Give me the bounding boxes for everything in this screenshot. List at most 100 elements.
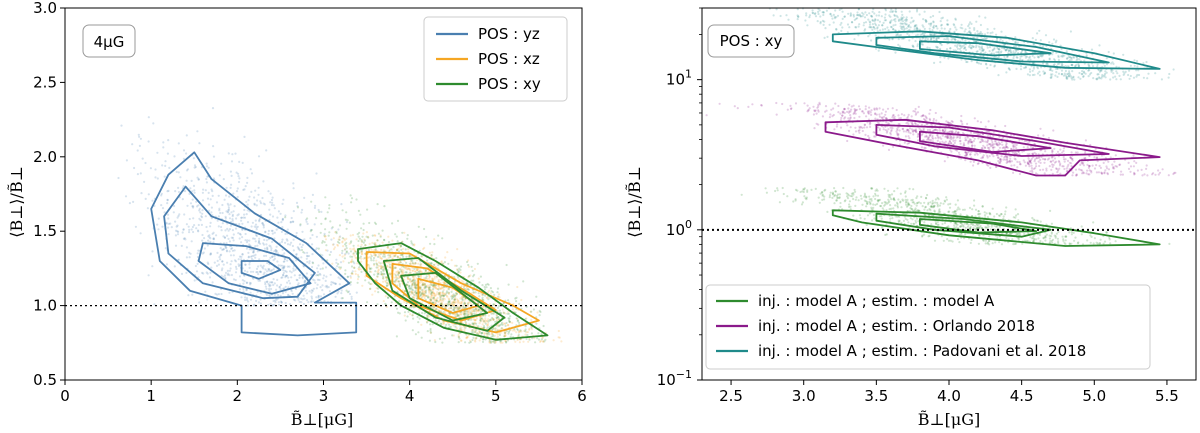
scatter-point [200, 216, 204, 219]
scatter-point [440, 303, 443, 306]
scatter-point [486, 332, 489, 336]
scatter-point [927, 203, 930, 206]
scatter-point [462, 285, 465, 288]
scatter-point [149, 167, 152, 170]
scatter-point [287, 286, 290, 289]
scatter-point [338, 254, 341, 257]
scatter-point [892, 197, 896, 200]
scatter-point [443, 293, 446, 296]
scatter-point [430, 254, 433, 257]
scatter-point [281, 218, 284, 221]
scatter-point [921, 234, 924, 237]
scatter-point [765, 191, 769, 194]
scatter-point [1002, 146, 1005, 149]
scatter-point [469, 339, 472, 342]
scatter-point [815, 112, 818, 115]
scatter-point [457, 314, 460, 317]
scatter-point [463, 302, 466, 305]
scatter-point [453, 304, 456, 307]
scatter-point [451, 296, 454, 299]
scatter-point [999, 160, 1002, 163]
scatter-point [212, 155, 216, 158]
scatter-point [273, 282, 276, 285]
scatter-point [1104, 169, 1107, 172]
scatter-point [425, 294, 428, 298]
scatter-point [335, 232, 338, 235]
scatter-point [850, 192, 854, 195]
scatter-point [876, 199, 879, 202]
scatter-point [229, 263, 232, 266]
scatter-point [416, 315, 419, 319]
scatter-point [413, 281, 416, 284]
scatter-point [268, 287, 271, 291]
scatter-point [300, 248, 304, 252]
scatter-point [936, 196, 939, 200]
scatter-point [446, 251, 449, 254]
scatter-point [241, 228, 244, 231]
scatter-point [460, 279, 463, 282]
scatter-point [298, 249, 302, 252]
scatter-point [514, 297, 517, 300]
scatter-point [831, 196, 834, 199]
scatter-point [917, 201, 921, 204]
scatter-point [373, 249, 376, 252]
scatter-point [841, 111, 845, 114]
scatter-point [254, 240, 257, 243]
scatter-point [421, 255, 424, 258]
scatter-point [230, 211, 233, 214]
scatter-point [924, 206, 927, 209]
scatter-point [266, 246, 269, 249]
scatter-point [873, 107, 876, 110]
scatter-point [411, 329, 414, 332]
scatter-point [297, 282, 300, 285]
scatter-point [518, 302, 521, 305]
scatter-point [215, 264, 219, 267]
scatter-point [319, 295, 323, 298]
scatter-point [337, 263, 340, 266]
scatter-point [140, 192, 143, 195]
scatter-point [432, 298, 435, 301]
scatter-point [960, 114, 963, 118]
scatter-point [854, 126, 857, 129]
scatter-point [303, 280, 306, 283]
scatter-point [453, 299, 456, 302]
scatter-point [858, 115, 861, 118]
scatter-point [1103, 240, 1107, 243]
scatter-point [217, 293, 220, 296]
scatter-point [280, 301, 283, 304]
scatter-point [467, 283, 470, 286]
scatter-point [221, 222, 224, 225]
scatter-point [473, 318, 476, 321]
scatter-point [318, 210, 321, 213]
scatter-point [450, 302, 453, 306]
scatter-point [413, 244, 416, 247]
scatter-point [1092, 242, 1095, 245]
scatter-point [998, 214, 1002, 217]
scatter-point [422, 295, 425, 298]
scatter-point [381, 229, 384, 232]
scatter-point [913, 202, 916, 205]
scatter-point [422, 247, 425, 251]
scatter-point [942, 202, 945, 205]
scatter-point [296, 246, 299, 249]
scatter-point [197, 178, 200, 181]
scatter-point [456, 292, 459, 296]
scatter-point [438, 287, 441, 290]
scatter-point [249, 282, 252, 285]
scatter-point [863, 199, 867, 202]
scatter-point [428, 289, 431, 292]
scatter-point [821, 194, 824, 197]
scatter-point [984, 239, 988, 242]
scatter-point [405, 302, 408, 305]
scatter-point [311, 289, 314, 292]
scatter-point [994, 228, 997, 232]
scatter-point [835, 199, 838, 202]
scatter-point [502, 311, 505, 314]
scatter-point [370, 267, 373, 270]
scatter-point [437, 288, 440, 291]
scatter-point [869, 203, 872, 206]
scatter-point [490, 341, 493, 344]
scatter-point [409, 262, 412, 265]
scatter-point [259, 242, 262, 245]
